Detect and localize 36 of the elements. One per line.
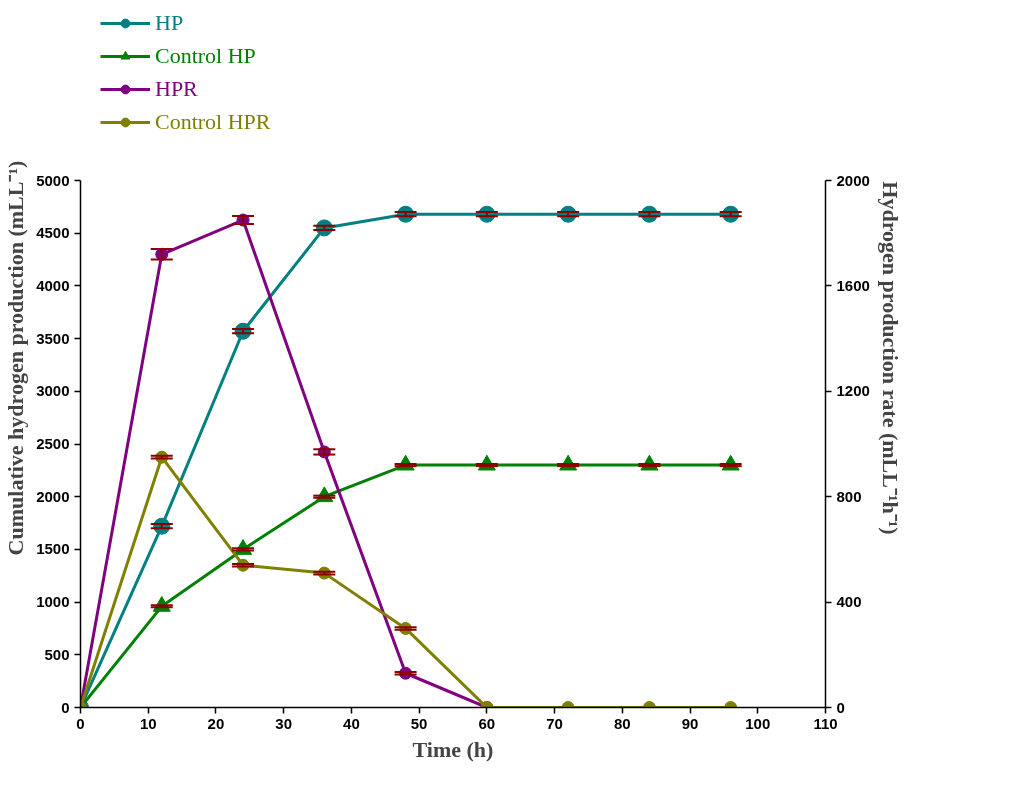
- legend-label: Control HP: [155, 43, 256, 69]
- x-tick-label: 40: [343, 714, 360, 732]
- y-tick-label: 500: [44, 645, 70, 663]
- y2-tick-label: 1600: [836, 276, 870, 294]
- y-tick-label: 3000: [36, 382, 70, 400]
- x-tick-label: 70: [546, 714, 563, 732]
- x-tick-label: 110: [813, 714, 838, 732]
- x-tick-label: 100: [745, 714, 771, 732]
- legend-label: Control HPR: [155, 109, 271, 135]
- y2-axis-title: Hydrogen production rate (mLL⁻¹h⁻¹): [877, 181, 903, 535]
- x-tick-label: 10: [139, 714, 157, 732]
- y-tick-label: 1000: [36, 593, 70, 611]
- x-tick-label: 90: [681, 714, 699, 732]
- y-tick-label: 4000: [36, 276, 70, 294]
- y2-tick-label: 1200: [836, 382, 870, 400]
- x-tick-label: 20: [207, 714, 225, 732]
- x-tick-label: 0: [76, 714, 85, 732]
- y2-tick-label: 400: [836, 593, 862, 611]
- x-tick-label: 60: [478, 714, 496, 732]
- y2-tick-label: 2000: [836, 171, 870, 189]
- x-tick-label: 30: [275, 714, 293, 732]
- x-axis-title: Time (h): [412, 736, 494, 762]
- y2-tick-label: 800: [836, 487, 862, 505]
- y-tick-label: 2000: [36, 487, 70, 505]
- x-tick-label: 80: [613, 714, 631, 732]
- x-tick-label: 50: [410, 714, 428, 732]
- y-tick-label: 5000: [36, 171, 70, 189]
- y-tick-label: 0: [61, 698, 70, 716]
- legend-label: HP: [155, 10, 184, 36]
- y-tick-label: 4500: [36, 224, 70, 242]
- y-tick-label: 1500: [36, 540, 70, 558]
- y-tick-label: 2500: [36, 435, 70, 452]
- legend-label: HPR: [155, 76, 198, 102]
- y2-tick-label: 0: [836, 698, 845, 716]
- y-axis-title: Cumulative hydrogen production (mLL⁻¹): [3, 160, 29, 556]
- y-tick-label: 3500: [36, 329, 70, 347]
